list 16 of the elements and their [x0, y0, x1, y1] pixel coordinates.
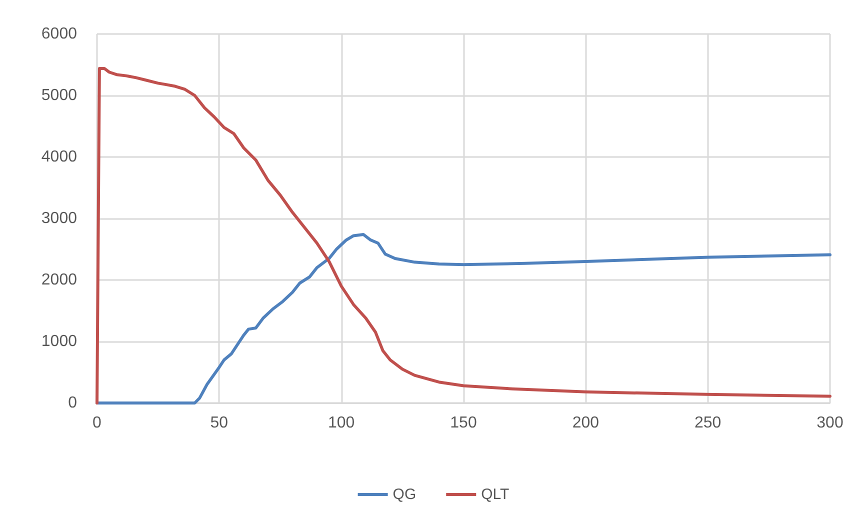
y-tick-label: 1000 [41, 333, 78, 350]
x-tick-label: 0 [92, 414, 102, 432]
x-tick-label: 150 [450, 414, 477, 432]
legend-label: QLT [481, 486, 510, 503]
y-tick-label: 6000 [41, 26, 78, 42]
x-tick-label: 250 [694, 414, 722, 432]
legend-label: QG [392, 486, 416, 503]
y-tick-label: 4000 [41, 148, 78, 166]
y-tick-label: 0 [68, 394, 78, 412]
x-tick-label: 100 [328, 414, 355, 432]
x-tick-label: 200 [572, 414, 600, 432]
y-tick-label: 2000 [41, 272, 78, 288]
x-tick-label: 50 [210, 414, 228, 432]
y-tick-label: 5000 [41, 87, 78, 104]
x-tick-label: 300 [816, 414, 844, 432]
y-tick-label: 3000 [41, 210, 78, 227]
